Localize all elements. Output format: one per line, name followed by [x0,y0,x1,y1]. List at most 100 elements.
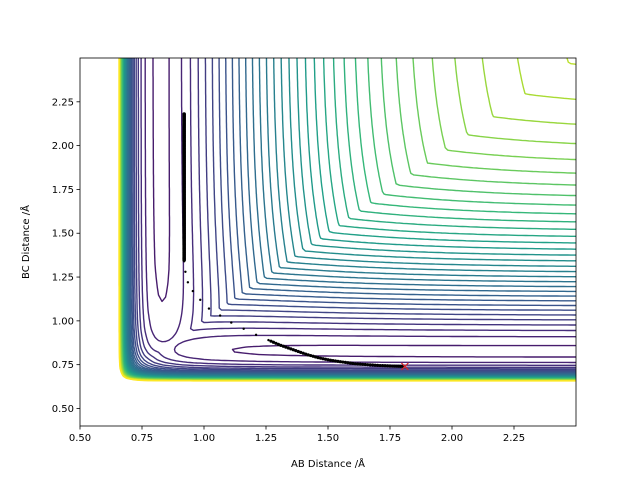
trajectory-point [291,348,295,352]
trajectory-point [276,342,280,346]
trajectory-point [294,349,298,353]
y-tick-label: 2.00 [52,141,74,152]
trajectory-point [304,352,308,356]
trajectory-point [385,364,390,368]
trajectory-point [301,351,305,355]
trajectory-point [271,340,276,344]
y-axis-label: BC Distance /Å [19,205,32,279]
trajectory-point [341,360,345,364]
y-tick-label: 1.50 [52,229,74,240]
trajectory-point [366,363,370,367]
trajectory-point [314,355,318,359]
contour-level-line [122,58,576,379]
trajectory-point [316,356,320,360]
x-tick-label: 2.00 [441,433,463,444]
trajectory-point [269,339,273,343]
trajectory-point [368,363,372,367]
trajectory-point [267,338,270,342]
trajectory-point [333,359,338,363]
trajectory-point [182,239,186,242]
contour-level-line [130,58,576,373]
contour-lines [118,58,576,382]
trajectory-point [289,347,293,351]
trajectory-point [318,356,323,360]
y-tick-label: 1.25 [52,273,74,284]
trajectory-point [343,360,347,364]
trajectory-point [326,358,330,362]
trajectory-point [182,228,186,231]
trajectory-point [182,186,186,189]
trajectory-point [296,349,300,354]
trajectory-point [182,112,186,116]
x-axis-label: AB Distance /Å [291,457,365,470]
contour-level-line [132,58,576,372]
trajectory-point [356,362,360,366]
trajectory [182,112,409,371]
trajectory-point [331,359,335,363]
trajectory-point [336,359,340,363]
trajectory-point [186,281,190,284]
y-axis: 0.50 0.75 1.00 1.25 1.50 1.75 2.00 2.25 [52,97,80,415]
trajectory-point [279,343,283,347]
trajectory-point [191,289,195,293]
x-tick-label: 1.75 [379,433,401,444]
contour-level-line [118,58,576,382]
x-tick-label: 2.25 [503,433,525,444]
trajectory-point [321,357,325,361]
trajectory-point [358,362,362,366]
x-tick-label: 1.00 [193,433,215,444]
trajectory-point [373,363,377,367]
trajectory-point [306,353,310,357]
trajectory-point [230,321,233,324]
trajectory-point [371,363,375,367]
trajectory-point [286,346,290,350]
trajectory-point [383,364,387,368]
trajectory-point [363,362,367,367]
trajectory-point [199,298,202,302]
trajectory-point [378,363,382,368]
trajectory-point [281,344,285,348]
trajectory-point [182,123,186,126]
contour-level-line [133,58,576,371]
contour-level-line [118,58,576,382]
contour-level-line [135,58,576,370]
trajectory-point [182,218,186,221]
trajectory-point [182,260,186,263]
contour-level-line [137,58,576,368]
trajectory-point [218,314,222,317]
trajectory-point [182,175,186,179]
trajectory-point [353,362,357,366]
trajectory-point [388,364,392,368]
y-tick-label: 0.75 [52,360,74,371]
y-tick-label: 1.00 [52,316,74,327]
trajectory-point [346,361,350,365]
y-tick-label: 2.25 [52,97,74,108]
end-marker [400,362,409,371]
y-tick-label: 1.75 [52,185,74,196]
x-tick-label: 1.25 [255,433,277,444]
trajectory-point [323,357,328,361]
trajectory-point [182,144,186,147]
trajectory-point [182,207,186,210]
contour-level-line [140,58,576,366]
trajectory-point [380,364,385,368]
trajectory-point [309,353,313,358]
x-axis: 0.50 0.75 1.00 1.25 1.50 1.75 2.00 2.25 [69,426,525,444]
contour-level-line [152,58,576,358]
trajectory-point [338,360,342,364]
trajectory-point [376,363,380,367]
trajectory-point [361,362,365,366]
trajectory-point [184,270,187,273]
x-tick-label: 1.50 [317,433,339,444]
trajectory-point [182,196,186,200]
trajectory-point [182,249,186,252]
trajectory-point [299,350,303,354]
trajectory-point [284,345,288,349]
x-tick-label: 0.50 [69,433,91,444]
trajectory-point [254,333,258,337]
trajectory-point [274,341,278,345]
contour-level-line [144,58,576,364]
trajectory-point [398,364,403,368]
